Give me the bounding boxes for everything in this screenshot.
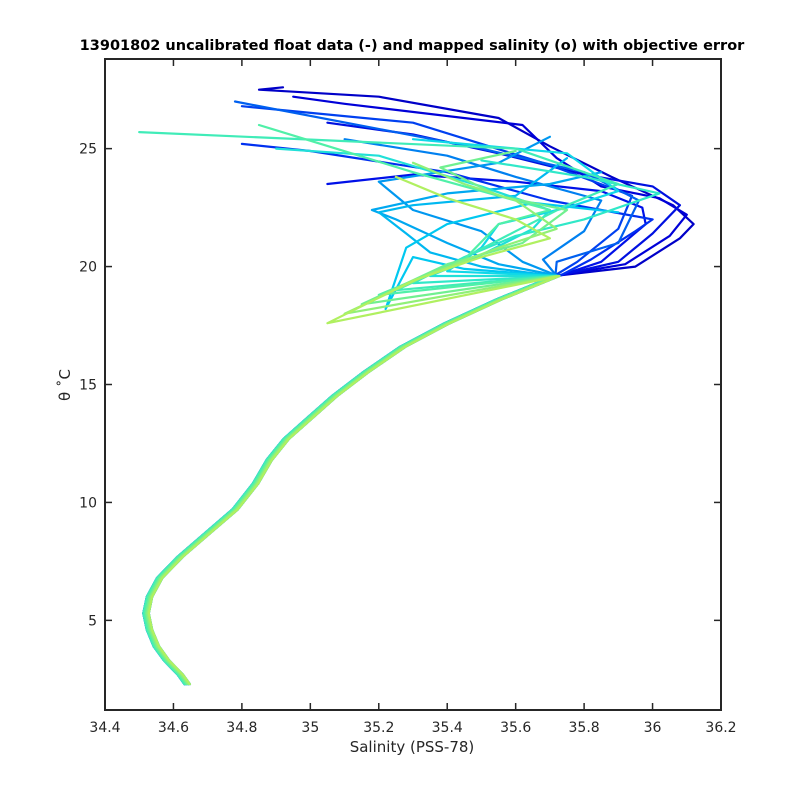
x-tick-label: 35.8 bbox=[569, 720, 600, 736]
x-tick-label: 34.4 bbox=[89, 720, 120, 736]
profile-lines bbox=[138, 86, 695, 686]
chart-title: 13901802 uncalibrated float data (-) and… bbox=[80, 38, 745, 54]
x-tick-label: 35.6 bbox=[500, 720, 531, 736]
plot-area-background bbox=[105, 59, 721, 710]
y-tick-label: 25 bbox=[79, 142, 97, 158]
x-axis-label: Salinity (PSS-78) bbox=[350, 738, 475, 756]
y-tick-label: 5 bbox=[88, 613, 97, 629]
x-tick-label: 35.2 bbox=[363, 720, 394, 736]
y-tick-label: 10 bbox=[79, 495, 97, 511]
y-tick-label: 15 bbox=[79, 378, 97, 394]
axis-ticks: 34.4 34.6 34.8 35 35.2 35.4 35.6 35.8 36 36.2 5 10 1… bbox=[79, 59, 737, 736]
profile-line-20 bbox=[147, 175, 561, 686]
x-tick-label: 35.4 bbox=[432, 720, 463, 736]
plot-frame bbox=[104, 58, 722, 711]
y-axis-label: θ ˚C bbox=[56, 369, 74, 401]
x-tick-label: 35 bbox=[301, 720, 319, 736]
x-tick-label: 36 bbox=[644, 720, 662, 736]
x-tick-label: 34.6 bbox=[158, 720, 189, 736]
x-tick-label: 34.8 bbox=[226, 720, 257, 736]
x-tick-label: 36.2 bbox=[705, 720, 736, 736]
y-tick-label: 20 bbox=[79, 260, 97, 276]
